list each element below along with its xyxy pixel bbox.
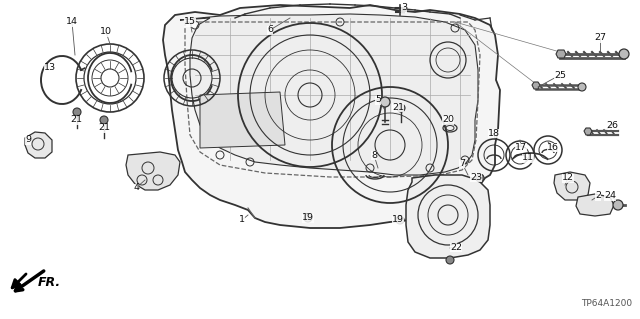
Polygon shape [406, 175, 490, 258]
Text: 11: 11 [522, 153, 534, 162]
Circle shape [304, 214, 312, 222]
Polygon shape [554, 172, 590, 200]
Circle shape [613, 200, 623, 210]
Text: 19: 19 [302, 213, 314, 222]
Text: 23: 23 [470, 173, 482, 182]
Circle shape [619, 49, 629, 59]
Polygon shape [532, 82, 540, 89]
Text: FR.: FR. [38, 277, 61, 290]
Text: 9: 9 [25, 136, 31, 145]
Text: 17: 17 [515, 143, 527, 152]
Circle shape [446, 256, 454, 264]
Text: 20: 20 [442, 115, 454, 124]
Polygon shape [576, 194, 614, 216]
Text: 15: 15 [184, 18, 196, 26]
Text: 21: 21 [392, 102, 404, 112]
Circle shape [100, 116, 108, 124]
Text: 7: 7 [459, 159, 465, 167]
Text: 12: 12 [562, 174, 574, 182]
Text: 16: 16 [547, 143, 559, 152]
Text: 26: 26 [606, 121, 618, 130]
Circle shape [380, 97, 390, 107]
Text: 19: 19 [392, 216, 404, 225]
Circle shape [578, 83, 586, 91]
Text: 24: 24 [604, 191, 616, 201]
Text: 13: 13 [44, 63, 56, 72]
Circle shape [476, 174, 484, 182]
Text: 6: 6 [267, 26, 273, 34]
Text: 14: 14 [66, 18, 78, 26]
Polygon shape [163, 5, 500, 228]
Circle shape [73, 108, 81, 116]
Text: 1: 1 [239, 216, 245, 225]
Text: 27: 27 [594, 33, 606, 42]
Polygon shape [556, 50, 566, 58]
Text: TP64A1200: TP64A1200 [581, 299, 632, 308]
Text: 8: 8 [371, 151, 377, 160]
Circle shape [397, 104, 405, 112]
Polygon shape [126, 152, 180, 190]
Polygon shape [584, 128, 592, 135]
Polygon shape [180, 14, 478, 175]
Text: 3: 3 [401, 4, 407, 12]
Text: 4: 4 [133, 183, 139, 192]
Polygon shape [25, 132, 52, 158]
Polygon shape [200, 92, 285, 148]
Text: 21: 21 [70, 115, 82, 124]
Text: 21: 21 [98, 123, 110, 132]
Text: 5: 5 [375, 95, 381, 105]
Text: 25: 25 [554, 70, 566, 79]
Circle shape [396, 216, 404, 224]
Text: 22: 22 [450, 242, 462, 251]
Text: 10: 10 [100, 27, 112, 36]
Text: 18: 18 [488, 129, 500, 137]
Text: 2: 2 [595, 191, 601, 201]
